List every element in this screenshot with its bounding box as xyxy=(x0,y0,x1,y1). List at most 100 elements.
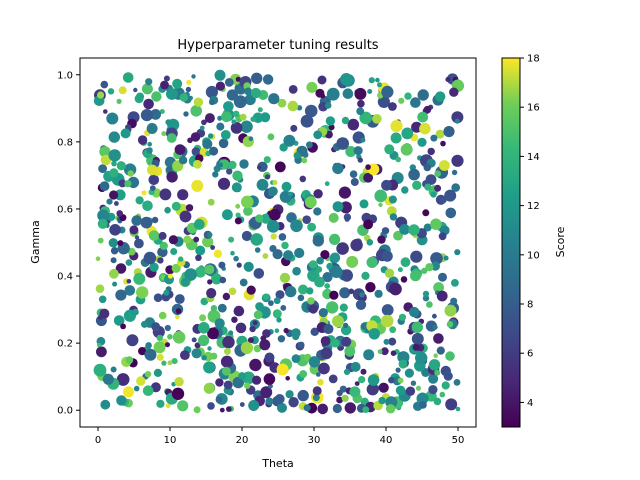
scatter-point xyxy=(283,134,296,147)
scatter-point xyxy=(274,161,286,173)
scatter-point xyxy=(215,378,224,387)
scatter-point xyxy=(146,147,153,154)
scatter-point xyxy=(272,180,278,185)
scatter-point xyxy=(207,133,214,139)
scatter-point xyxy=(190,105,202,117)
scatter-point xyxy=(99,181,110,192)
scatter-point xyxy=(426,301,433,308)
scatter-point xyxy=(341,116,350,125)
scatter-point xyxy=(343,322,349,328)
scatter-point xyxy=(433,333,444,344)
scatter-point xyxy=(312,394,320,402)
scatter-point xyxy=(167,334,173,340)
scatter-point xyxy=(326,262,334,270)
scatter-point xyxy=(299,175,307,183)
scatter-point xyxy=(222,336,235,349)
scatter-point xyxy=(454,118,460,124)
scatter-point xyxy=(298,284,308,295)
scatter-point xyxy=(134,238,144,249)
scatter-point xyxy=(175,308,182,314)
scatter-point xyxy=(273,297,281,305)
x-tick-label: 20 xyxy=(236,435,249,446)
scatter-point xyxy=(440,196,447,204)
scatter-point xyxy=(299,370,308,378)
scatter-point xyxy=(304,196,317,209)
scatter-point xyxy=(367,89,373,94)
scatter-point xyxy=(143,251,157,265)
scatter-point xyxy=(159,109,165,114)
scatter-point xyxy=(436,290,448,302)
x-tick-label: 50 xyxy=(452,435,465,446)
scatter-point xyxy=(366,256,378,268)
scatter-point xyxy=(444,304,457,317)
scatter-point xyxy=(316,256,324,265)
scatter-point xyxy=(158,231,167,240)
scatter-point xyxy=(281,241,289,250)
scatter-point xyxy=(272,249,283,260)
scatter-point xyxy=(388,102,397,111)
scatter-point xyxy=(243,206,253,216)
scatter-point xyxy=(317,378,324,386)
scatter-point xyxy=(331,338,340,348)
scatter-point xyxy=(230,250,235,256)
scatter-point xyxy=(410,97,421,108)
scatter-point xyxy=(151,322,161,331)
scatter-point xyxy=(308,260,318,269)
scatter-point xyxy=(201,354,207,361)
scatter-point xyxy=(451,183,461,192)
scatter-point xyxy=(412,180,422,190)
scatter-point xyxy=(381,227,390,235)
scatter-point xyxy=(322,272,333,283)
scatter-point xyxy=(224,347,231,355)
scatter-point xyxy=(255,214,264,223)
scatter-point xyxy=(445,207,457,219)
scatter-point xyxy=(338,186,351,199)
scatter-point xyxy=(388,377,395,384)
scatter-point xyxy=(280,305,287,311)
scatter-point xyxy=(302,215,312,224)
scatter-point xyxy=(127,247,136,256)
scatter-point xyxy=(317,403,329,415)
scatter-point xyxy=(159,188,172,201)
scatter-point xyxy=(313,130,323,140)
scatter-point xyxy=(236,262,242,268)
scatter-point xyxy=(293,152,301,160)
scatter-point xyxy=(207,279,213,285)
scatter-point xyxy=(193,161,199,168)
scatter-point xyxy=(451,169,458,176)
scatter-point xyxy=(226,406,232,412)
scatter-point xyxy=(366,239,374,246)
scatter-point xyxy=(233,305,245,317)
scatter-point xyxy=(288,85,298,94)
scatter-point xyxy=(375,77,380,83)
scatter-point xyxy=(377,235,386,244)
scatter-point xyxy=(113,315,125,326)
scatter-point xyxy=(323,323,334,335)
scatter-point xyxy=(276,363,289,376)
scatter-point xyxy=(416,392,429,405)
scatter-point xyxy=(389,282,402,296)
scatter-point xyxy=(445,77,451,82)
scatter-point xyxy=(451,111,464,124)
scatter-point xyxy=(172,78,183,89)
scatter-point xyxy=(291,354,301,363)
scatter-point xyxy=(324,283,331,289)
scatter-point xyxy=(207,402,215,410)
scatter-point xyxy=(307,297,315,305)
scatter-point xyxy=(390,350,397,357)
scatter-point xyxy=(168,235,178,245)
scatter-point xyxy=(453,379,461,386)
scatter-point xyxy=(425,174,437,186)
scatter-point xyxy=(180,277,190,287)
scatter-point xyxy=(241,230,252,242)
scatter-point xyxy=(444,189,457,202)
scatter-point xyxy=(446,321,454,328)
scatter-point xyxy=(285,390,294,399)
scatter-point xyxy=(102,373,114,385)
colorbar-tick-label: 12 xyxy=(527,201,540,212)
scatter-point xyxy=(320,336,331,346)
scatter-point xyxy=(436,346,445,355)
scatter-point xyxy=(235,203,241,209)
scatter-point xyxy=(381,250,393,262)
scatter-point xyxy=(98,164,107,174)
